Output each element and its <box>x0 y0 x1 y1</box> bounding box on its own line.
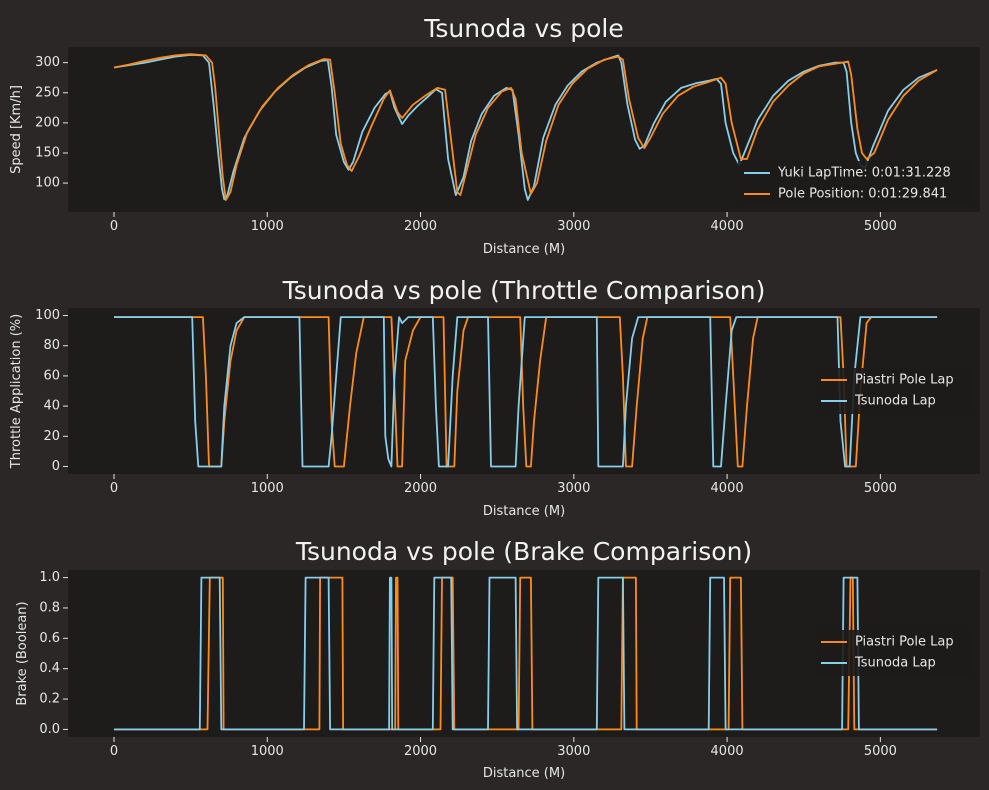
x-tick-label: 3000 <box>557 744 590 759</box>
y-tick-label: 0.4 <box>39 661 60 676</box>
chart-panel-2: Tsunoda vs pole (Throttle Comparison) 0 10… <box>9 276 980 519</box>
legend: Piastri Pole Lap Tsunoda Lap <box>815 368 973 414</box>
legend-box <box>815 368 973 414</box>
x-tick-label: 4000 <box>711 744 744 759</box>
legend-entry: Tsunoda Lap <box>854 656 936 671</box>
y-tick-label: 40 <box>43 399 60 414</box>
y-tick-label: 1.0 <box>39 570 60 585</box>
x-axis-label: Distance (M) <box>483 242 565 257</box>
x-tick-label: 5000 <box>864 744 897 759</box>
x-tick-label: 0 <box>110 219 118 234</box>
chart-panel-1: Tsunoda vs pole 0 1000 2000 3000 4000 5000 100 1… <box>9 14 980 257</box>
x-tick-label: 3000 <box>557 481 590 496</box>
chart-title: Tsunoda vs pole (Throttle Comparison) <box>282 276 766 305</box>
x-tick-label: 5000 <box>864 219 897 234</box>
legend: Piastri Pole Lap Tsunoda Lap <box>815 630 973 676</box>
legend-box <box>738 161 973 205</box>
x-tick-label: 1000 <box>251 219 284 234</box>
legend-entry: Piastri Pole Lap <box>855 635 954 650</box>
x-tick-label: 1000 <box>251 744 284 759</box>
x-axis-label: Distance (M) <box>483 504 565 519</box>
chart-title: Tsunoda vs pole (Brake Comparison) <box>295 537 752 566</box>
chart-panel-3: Tsunoda vs pole (Brake Comparison) 0 1000 2… <box>15 537 980 781</box>
y-tick-label: 100 <box>35 176 60 191</box>
y-tick-label: 300 <box>35 55 60 70</box>
x-tick-label: 4000 <box>711 481 744 496</box>
y-tick-label: 0.2 <box>39 692 60 707</box>
x-tick-label: 2000 <box>404 481 437 496</box>
legend-entry: Tsunoda Lap <box>854 394 936 409</box>
legend: Yuki LapTime: 0:01:31.228 Pole Position: … <box>738 161 973 205</box>
chart-title: Tsunoda vs pole <box>423 14 624 43</box>
y-axis-label: Throttle Application (%) <box>9 314 24 469</box>
series-line-2 <box>114 316 938 468</box>
y-axis-label: Brake (Boolean) <box>15 601 30 705</box>
legend-entry: Pole Position: 0:01:29.841 <box>778 187 947 202</box>
y-tick-label: 0.6 <box>39 631 60 646</box>
series-line-1 <box>114 316 938 468</box>
legend-entry: Yuki LapTime: 0:01:31.228 <box>777 166 951 181</box>
y-tick-label: 80 <box>43 338 60 353</box>
x-axis-label: Distance (M) <box>483 766 565 781</box>
x-tick-label: 4000 <box>711 219 744 234</box>
x-tick-label: 2000 <box>404 744 437 759</box>
y-tick-label: 100 <box>35 308 60 323</box>
y-tick-label: 250 <box>35 85 60 100</box>
legend-box <box>815 630 973 676</box>
y-tick-label: 0.0 <box>39 722 60 737</box>
series-line-2 <box>114 576 938 731</box>
y-tick-label: 60 <box>43 368 60 383</box>
y-tick-label: 150 <box>35 145 60 160</box>
x-tick-label: 5000 <box>864 481 897 496</box>
series-line-2 <box>113 53 938 201</box>
legend-entry: Piastri Pole Lap <box>855 373 954 388</box>
y-tick-label: 0.8 <box>39 600 60 615</box>
x-tick-label: 0 <box>110 744 118 759</box>
x-tick-label: 0 <box>110 481 118 496</box>
x-tick-label: 3000 <box>557 219 590 234</box>
y-tick-label: 200 <box>35 115 60 130</box>
y-axis-label: Speed [Km/h] <box>9 85 24 174</box>
y-tick-label: 0 <box>52 459 60 474</box>
y-tick-label: 20 <box>43 429 60 444</box>
x-tick-label: 2000 <box>404 219 437 234</box>
x-tick-label: 1000 <box>251 481 284 496</box>
